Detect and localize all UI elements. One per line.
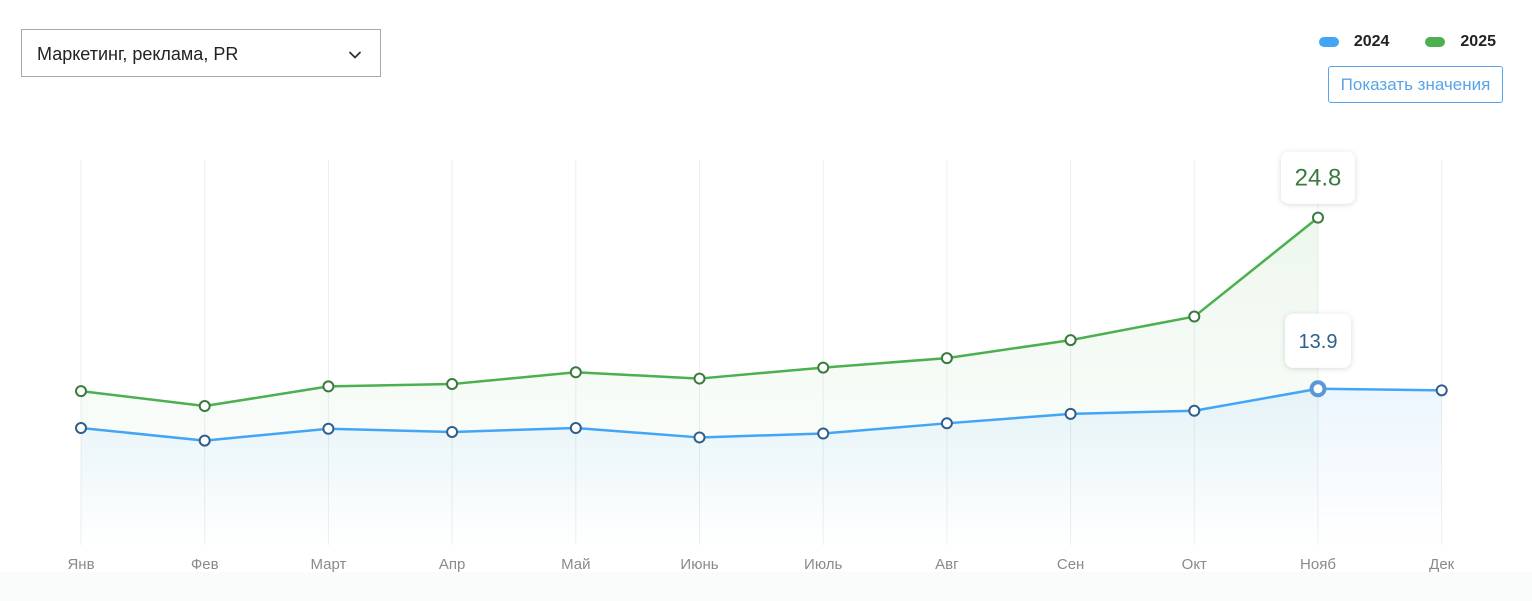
point-2024-Июнь xyxy=(693,431,706,444)
point-2024-Сен xyxy=(1064,407,1077,420)
point-2025-Нояб xyxy=(1312,211,1324,224)
point-2025-Июль xyxy=(817,361,830,374)
point-2025-Июнь xyxy=(693,372,706,385)
x-tick-label: Март xyxy=(310,556,346,573)
legend-label-2025: 2025 xyxy=(1460,33,1496,50)
tooltip-box xyxy=(1285,313,1351,368)
chart-legend: 2024 2025 xyxy=(1318,32,1496,52)
point-2024-Дек xyxy=(1435,384,1448,397)
x-tick-label: Фев xyxy=(191,556,219,573)
point-2025-Сен xyxy=(1064,334,1077,347)
legend-swatch-2025 xyxy=(1425,37,1446,47)
point-2024-Фев xyxy=(198,434,211,447)
show-values-button[interactable]: Показать значения xyxy=(1328,66,1503,103)
legend-item-2024[interactable]: 2024 xyxy=(1318,33,1390,51)
x-tick-label: Сен xyxy=(1057,556,1084,573)
point-2025-Авг xyxy=(940,352,953,365)
x-tick-label: Нояб xyxy=(1300,556,1336,573)
point-2025-Окт xyxy=(1188,310,1201,323)
point-2025-Март xyxy=(322,380,335,393)
point-2025-Фев xyxy=(198,400,211,413)
point-2024-Апр xyxy=(446,425,459,438)
x-tick-label: Май xyxy=(561,556,590,573)
category-select-value: Маркетинг, реклама, PR xyxy=(37,44,239,64)
tooltip-2025: 24.8 xyxy=(1281,151,1355,204)
point-2024-Март xyxy=(322,422,335,435)
tooltip-box xyxy=(1281,151,1355,204)
x-tick-label: Янв xyxy=(67,556,94,573)
tooltip-2024: 13.9 xyxy=(1285,313,1351,368)
point-2024-Нояб xyxy=(1309,380,1327,398)
chart-footer-band xyxy=(0,572,1532,601)
point-2024-Окт xyxy=(1188,404,1201,417)
x-tick-label: Июль xyxy=(804,556,842,573)
area-2024 xyxy=(81,388,1442,545)
point-2025-Май xyxy=(569,366,582,379)
point-2024-Авг xyxy=(940,417,953,430)
point-2025-Апр xyxy=(446,378,459,391)
x-tick-label: Дек xyxy=(1429,556,1455,573)
x-tick-label: Апр xyxy=(439,556,465,573)
x-tick-label: Окт xyxy=(1182,556,1207,573)
x-tick-label: Июнь xyxy=(680,556,718,573)
legend-item-2025[interactable]: 2025 xyxy=(1425,33,1496,51)
point-2024-Май xyxy=(569,422,582,435)
tooltip-value: 13.9 xyxy=(1299,331,1338,353)
chevron-down-icon xyxy=(349,51,361,59)
legend-label-2024: 2024 xyxy=(1353,33,1390,50)
category-select[interactable]: Маркетинг, реклама, PR xyxy=(21,29,381,77)
point-2024-Янв xyxy=(75,422,87,435)
point-2025-Янв xyxy=(75,385,87,398)
point-2024-Июль xyxy=(817,427,830,440)
x-tick-label: Авг xyxy=(935,556,959,573)
tooltip-value: 24.8 xyxy=(1295,165,1342,192)
series-line-2024 xyxy=(80,387,1442,442)
legend-swatch-2024 xyxy=(1318,37,1339,47)
